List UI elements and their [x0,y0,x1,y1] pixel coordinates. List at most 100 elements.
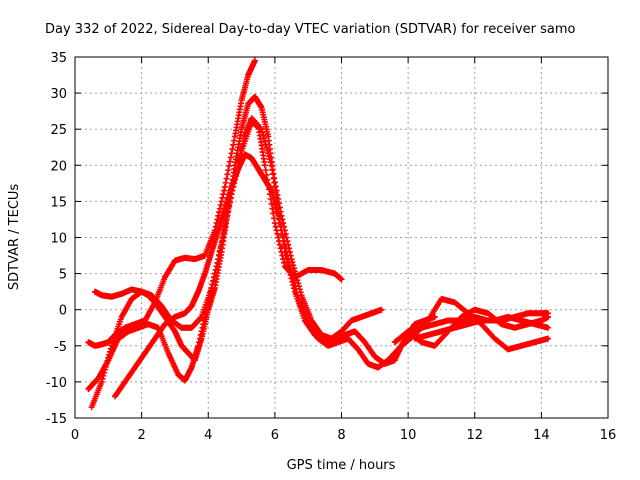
data-point [275,212,282,219]
data-point [251,57,258,64]
data-point [285,256,292,263]
data-point [290,276,297,283]
x-axis-label: GPS time / hours [287,458,396,473]
data-point [271,215,278,222]
data-point [338,276,345,283]
data-point [281,238,288,245]
data-point [289,272,296,279]
series-track-2 [85,115,345,393]
data-point [100,372,107,379]
data-point [260,132,267,139]
data-point [261,135,268,142]
data-point [226,162,233,169]
data-point [292,271,299,278]
data-point [217,202,224,209]
data-point [230,141,237,148]
data-point [286,259,293,266]
data-point [278,227,285,234]
data-point [294,277,301,284]
data-point [103,360,110,367]
data-point [222,179,229,186]
data-point [262,167,269,174]
data-point [545,324,552,331]
data-point [261,162,268,169]
data-point [281,241,288,248]
data-point [220,191,227,198]
data-point [223,175,230,182]
y-tick-label: 15 [50,195,67,210]
data-point [227,154,234,161]
data-point [295,280,302,287]
data-point [378,306,385,313]
data-point [224,171,231,178]
data-points [85,57,552,411]
data-point [99,375,106,382]
y-tick-label: 30 [50,87,67,102]
data-point [105,354,112,361]
data-point [292,285,299,292]
x-tick-label: 0 [71,428,79,443]
grid [75,57,608,418]
chart-title: Day 332 of 2022, Sidereal Day-to-day VTE… [45,22,576,37]
data-point [104,357,111,364]
series-track-5 [111,151,422,400]
x-tick-label: 10 [400,428,417,443]
data-point [218,198,225,205]
y-tick-label: -10 [46,376,67,391]
data-point [107,345,114,352]
data-point [545,313,552,320]
data-point [101,369,108,376]
x-tick-label: 14 [533,428,550,443]
data-point [276,220,283,227]
data-point [291,282,298,289]
y-tick-label: -5 [54,340,67,355]
data-point [219,194,226,201]
data-point [231,137,238,144]
data-point [101,366,108,373]
y-tick-label: -15 [46,412,67,427]
data-point [106,348,113,355]
data-point [226,158,233,165]
data-point [98,378,105,385]
data-point [102,363,109,370]
data-point [286,262,293,269]
x-tick-label: 12 [466,428,483,443]
x-tick-label: 8 [337,428,345,443]
data-point [271,183,278,190]
data-point [276,216,283,223]
y-axis: -15 -10 -5 0 5 10 15 20 25 30 35 [46,51,608,427]
data-point [280,234,287,241]
x-tick-label: 16 [600,428,617,443]
y-tick-label: 0 [59,304,67,319]
data-point [294,292,301,299]
data-point [287,266,294,273]
series-track-9 [411,313,552,342]
data-point [545,335,552,342]
y-tick-label: 25 [50,123,67,138]
data-point [293,289,300,296]
x-axis: 0 2 4 6 8 10 12 14 16 [71,57,616,443]
data-point [269,205,276,212]
data-point [221,187,228,194]
y-tick-label: 35 [50,51,67,66]
data-point [291,279,298,286]
x-tick-label: 6 [271,428,279,443]
series-track-7 [398,295,552,353]
data-point [293,274,300,281]
y-tick-label: 20 [50,159,67,174]
data-point [284,252,291,259]
y-axis-label: SDTVAR / TECUs [7,184,22,291]
data-point [228,150,235,157]
x-tick-label: 4 [204,428,212,443]
y-tick-label: 10 [50,232,67,247]
data-point [221,183,228,190]
data-point [197,314,204,321]
data-point [282,245,289,252]
data-point [225,167,232,174]
data-point [229,146,236,153]
data-point [279,230,286,237]
data-point [106,351,113,358]
data-point [277,223,284,230]
data-point [288,269,295,276]
